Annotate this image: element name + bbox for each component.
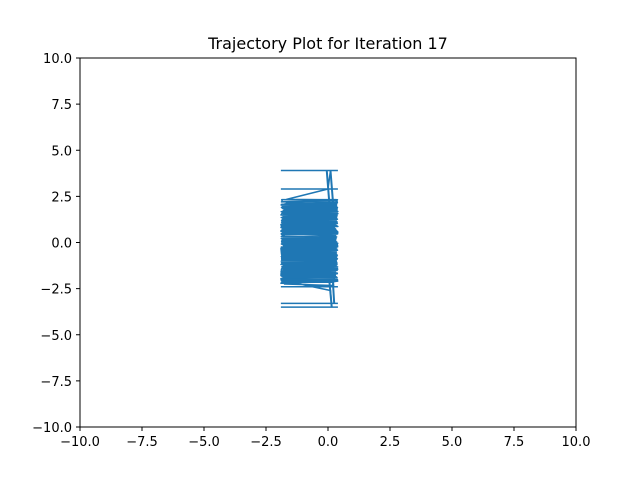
x-tick-label: 5.0: [442, 435, 463, 450]
y-tick-label: 5.0: [51, 144, 72, 159]
y-axis: −10.0 −7.5 −5.0 −2.5 0.0 2.5 5.0 7.5 10.0: [32, 52, 80, 436]
y-tick-label: −5.0: [40, 329, 72, 344]
x-tick-label: 0.0: [318, 435, 339, 450]
trajectory-series: [280, 169, 339, 308]
y-tick-label: −2.5: [40, 283, 72, 298]
x-tick-label: −10.0: [60, 435, 100, 450]
trajectory-connector: [325, 170, 336, 308]
y-tick-label: 0.0: [51, 237, 72, 252]
x-axis: −10.0 −7.5 −5.0 −2.5 0.0 2.5 5.0 7.5 10.0: [60, 427, 590, 450]
y-tick-label: 10.0: [43, 52, 72, 67]
x-tick-label: −7.5: [126, 435, 158, 450]
y-tick-label: −7.5: [40, 375, 72, 390]
x-tick-label: 10.0: [562, 435, 591, 450]
y-tick-label: 2.5: [51, 190, 72, 205]
trajectory-band: [280, 170, 339, 308]
x-tick-label: −2.5: [250, 435, 282, 450]
x-tick-label: −5.0: [188, 435, 220, 450]
y-tick-label: 7.5: [51, 98, 72, 113]
x-tick-label: 2.5: [380, 435, 401, 450]
y-tick-label: −10.0: [32, 421, 72, 436]
x-tick-label: 7.5: [504, 435, 525, 450]
chart-title: Trajectory Plot for Iteration 17: [207, 34, 448, 53]
